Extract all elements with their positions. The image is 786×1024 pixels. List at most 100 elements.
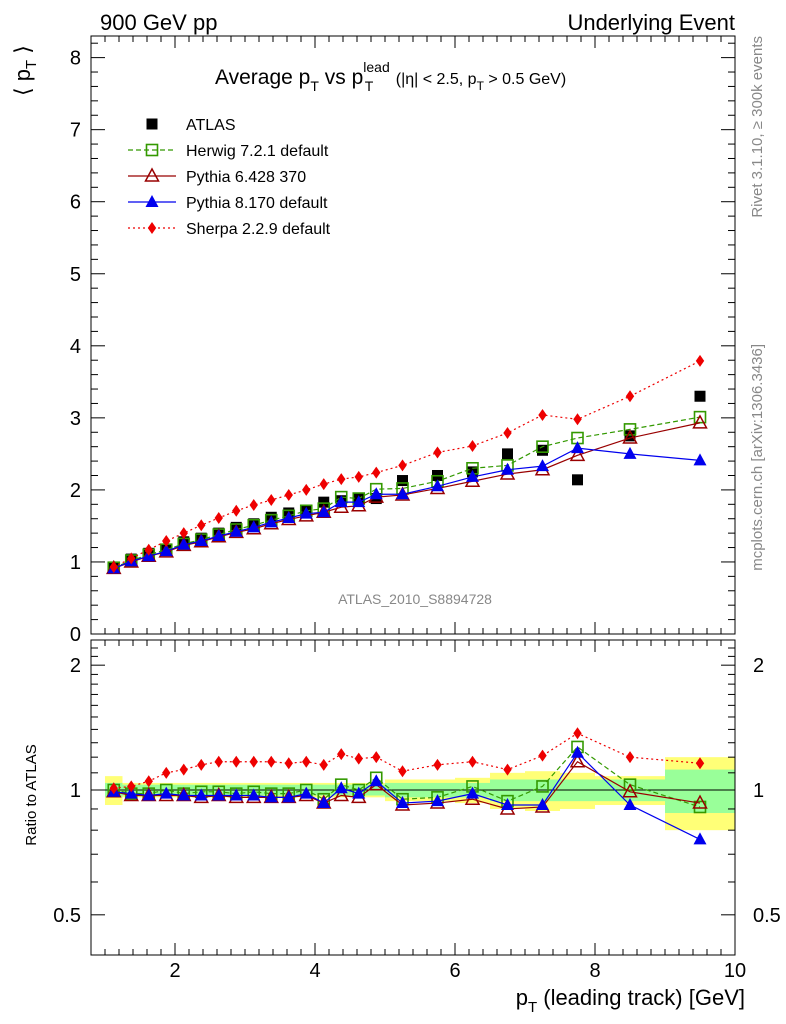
- ratio-point-pythia8: [124, 786, 138, 799]
- ratio-point-pythia6: [622, 783, 638, 798]
- ratio-point-sherpa: [179, 763, 188, 776]
- legend-label-atlas: ATLAS: [186, 117, 236, 134]
- axes: 2 4 6 8 10 0 1 2 3 4 5 6 7 8 0.5 0.5 1 1 2 2: [53, 35, 781, 982]
- point-atlas: [318, 496, 330, 508]
- ratio-point-pythia6: [333, 786, 350, 802]
- ratio-point-sherpa: [284, 757, 293, 770]
- series-line-pythia8: [113, 447, 701, 569]
- ratio-y-tick-label-right: 1: [753, 780, 764, 802]
- legend-marker-sherpa: [147, 222, 157, 234]
- main-y-axis-label: ⟨ pT ⟩: [10, 45, 40, 96]
- ratio-point-sherpa: [398, 765, 407, 778]
- ratio-point-sherpa: [538, 749, 547, 762]
- legend: ATLAS Herwig 7.2.1 default Pythia 6.428 37…: [128, 117, 331, 238]
- x-tick-label: 4: [309, 960, 320, 982]
- ratio-y-tick-label-right: 0.5: [753, 905, 781, 927]
- legend-marker-herwig: [145, 143, 159, 157]
- point-sherpa: [398, 459, 407, 472]
- point-pythia8: [431, 479, 444, 492]
- ratio-point-sherpa: [337, 748, 346, 761]
- ratio-point-herwig: [623, 778, 637, 791]
- ratio-point-pythia8: [194, 788, 208, 801]
- ratio-point-sherpa: [433, 758, 442, 771]
- ratio-y-tick-label: 0.5: [53, 905, 81, 927]
- ratio-point-pythia8: [501, 798, 514, 811]
- ratio-point-sherpa: [573, 727, 582, 740]
- ratio-point-pythia8: [229, 788, 243, 801]
- point-pythia6: [622, 429, 638, 444]
- mcplots-label: mcplots.cern.ch [arXiv:1306.3436]: [749, 344, 766, 571]
- point-pythia8: [299, 506, 313, 519]
- point-sherpa: [144, 543, 153, 556]
- point-atlas: [624, 430, 636, 442]
- rivet-label: Rivet 3.1.10, ≥ 300k events: [749, 36, 766, 218]
- ratio-point-pythia8: [159, 786, 173, 799]
- ratio-point-sherpa: [354, 752, 363, 765]
- ratio-point-sherpa: [625, 751, 635, 764]
- ratio-point-sherpa: [695, 757, 705, 770]
- point-herwig: [693, 410, 707, 424]
- ratio-point-sherpa: [162, 766, 171, 779]
- y-tick-label: 8: [70, 48, 81, 70]
- point-sherpa: [503, 426, 512, 439]
- point-sherpa: [214, 512, 223, 525]
- point-pythia8: [501, 462, 514, 475]
- main-series: [105, 354, 708, 575]
- ratio-series: [105, 727, 708, 845]
- ratio-y-tick-label-right: 2: [753, 655, 764, 677]
- x-axis-label: pT (leading track) [GeV]: [516, 985, 745, 1016]
- legend-marker-pythia8: [145, 195, 159, 207]
- ratio-point-herwig: [536, 780, 549, 793]
- ratio-point-pythia8: [299, 786, 313, 799]
- point-herwig: [536, 440, 549, 453]
- y-tick-label: 6: [70, 192, 81, 214]
- y-tick-label: 2: [70, 480, 81, 502]
- ratio-point-sherpa: [144, 775, 153, 788]
- ratio-point-pythia8: [177, 788, 191, 801]
- ratio-point-pythia8: [317, 796, 331, 809]
- ratio-point-pythia6: [569, 753, 586, 768]
- ratio-point-pythia8: [623, 798, 637, 811]
- ratio-point-pythia8: [352, 786, 366, 799]
- ratio-point-pythia8: [212, 788, 226, 801]
- point-atlas: [537, 444, 548, 456]
- ratio-point-sherpa: [503, 763, 512, 776]
- point-sherpa: [302, 483, 311, 496]
- point-sherpa: [538, 408, 547, 421]
- y-tick-label: 0: [70, 624, 81, 646]
- point-sherpa: [284, 488, 293, 501]
- ratio-point-pythia8: [396, 796, 409, 809]
- point-sherpa: [127, 552, 136, 565]
- point-pythia8: [229, 524, 243, 537]
- y-tick-label: 1: [70, 552, 81, 574]
- ratio-point-pythia8: [431, 794, 444, 807]
- point-sherpa: [162, 535, 171, 548]
- point-atlas: [572, 474, 583, 486]
- legend-marker-atlas: [146, 118, 158, 130]
- header-right: Underlying Event: [567, 10, 735, 35]
- point-pythia8: [396, 487, 409, 500]
- point-pythia8: [352, 495, 366, 508]
- point-pythia6: [569, 446, 586, 462]
- point-sherpa: [232, 504, 241, 517]
- point-sherpa: [197, 519, 206, 532]
- ratio-y-axis-label: Ratio to ATLAS: [23, 744, 40, 845]
- point-sherpa: [433, 446, 442, 459]
- point-sherpa: [109, 560, 118, 573]
- y-tick-label: 4: [70, 336, 81, 358]
- point-atlas: [694, 390, 706, 402]
- point-pythia8: [194, 534, 208, 547]
- ratio-point-sherpa: [249, 755, 258, 768]
- x-tick-label: 10: [724, 960, 746, 982]
- point-sherpa: [337, 473, 346, 486]
- point-sherpa: [695, 354, 705, 367]
- legend-label-herwig: Herwig 7.2.1 default: [186, 143, 329, 160]
- ratio-point-sherpa: [302, 755, 311, 768]
- y-tick-label: 3: [70, 408, 81, 430]
- y-tick-label: 5: [70, 264, 81, 286]
- ratio-y-tick-label: 2: [70, 655, 81, 677]
- uncertainty-band-inner: [665, 769, 735, 814]
- point-sherpa: [625, 390, 635, 403]
- chart-title: Average pT vs plead T (|η| < 2.5, pT > 0.…: [215, 59, 566, 94]
